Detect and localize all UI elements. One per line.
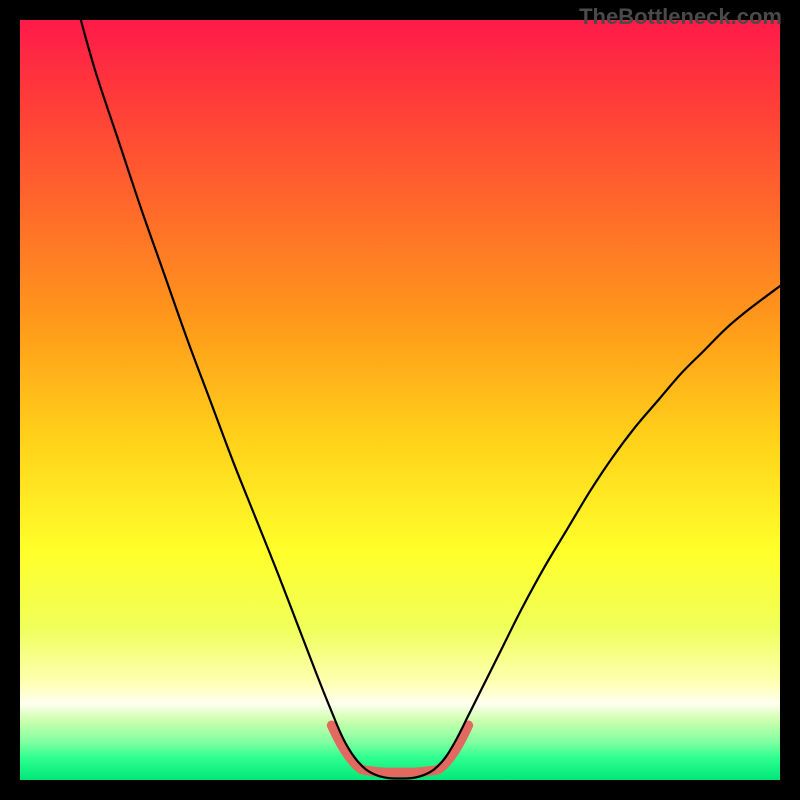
watermark-text: TheBottleneck.com bbox=[579, 4, 782, 30]
plot-svg bbox=[0, 0, 800, 800]
plot-gradient-area bbox=[20, 20, 780, 780]
bottleneck-chart: TheBottleneck.com bbox=[0, 0, 800, 800]
